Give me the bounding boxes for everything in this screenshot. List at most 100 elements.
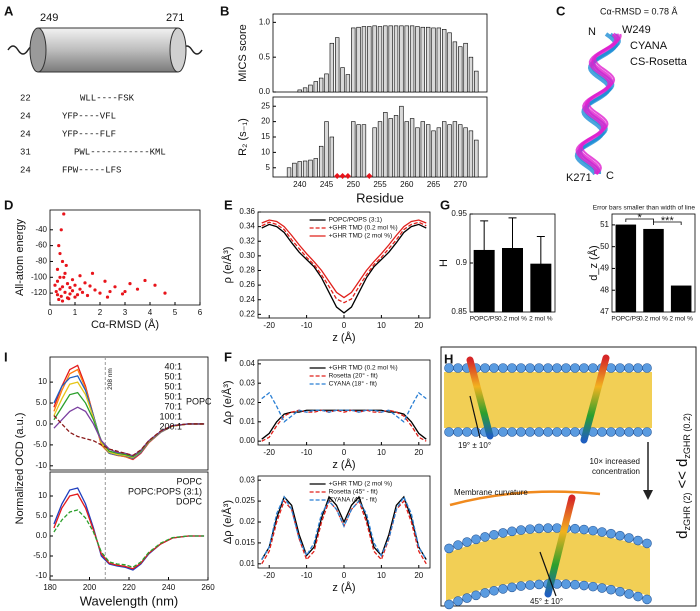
- data-line: [261, 223, 427, 314]
- lipid-head: [588, 363, 598, 373]
- lipid-head: [570, 363, 580, 373]
- legend-label: 50:1: [164, 381, 182, 391]
- legend-label: 50:1: [164, 391, 182, 401]
- curvature-label: Membrane curvature: [454, 488, 528, 497]
- lipid-head: [534, 523, 544, 534]
- point: [55, 279, 60, 283]
- bar: [425, 26, 431, 93]
- x-tick-label: 245: [320, 180, 334, 189]
- helix: [466, 356, 494, 440]
- x-tick-label: 10: [377, 571, 386, 580]
- lipid-head: [597, 427, 607, 437]
- lipid-head: [453, 540, 463, 550]
- x-tick-label: -10: [301, 448, 313, 457]
- bar: [318, 145, 324, 178]
- bar: [474, 70, 479, 93]
- point: [75, 293, 80, 297]
- relation: dzGHR (2)<<dzGHR (0.2): [674, 413, 692, 539]
- legend-label: Rosetta (20° - fit): [329, 372, 378, 380]
- row-sequence: PWL-----------KML: [74, 147, 166, 157]
- bar: [399, 105, 404, 178]
- relation-part: <<: [674, 471, 691, 489]
- point: [78, 274, 82, 278]
- point: [73, 283, 77, 287]
- panel-label: I: [4, 349, 8, 364]
- x-tick-label: 2: [98, 308, 103, 317]
- lipid-head: [543, 427, 553, 437]
- bar: [670, 285, 692, 313]
- y-tick-label: 0.0: [36, 419, 48, 428]
- arrow-label: concentration: [592, 467, 640, 476]
- bar: [361, 26, 367, 93]
- legend-label: POPC/POPS (3:1): [329, 217, 382, 224]
- row-sequence: YFP----FLF: [62, 129, 116, 139]
- point: [63, 290, 67, 294]
- y-tick-label: 0.03: [239, 378, 255, 387]
- y-axis-label: Δρ (e/Å³): [221, 380, 234, 424]
- bar: [463, 127, 468, 178]
- bar: [351, 121, 356, 178]
- lipid-head: [570, 427, 580, 437]
- point: [98, 291, 102, 295]
- point: [57, 244, 61, 248]
- legend-label: CYANA (45° - fit): [329, 496, 377, 504]
- bar: [388, 25, 393, 93]
- y-tick-label: 0.0: [259, 87, 271, 96]
- bar: [615, 224, 637, 313]
- bar: [313, 81, 318, 93]
- bar: [297, 89, 302, 93]
- end-residue: 271: [166, 12, 184, 24]
- x-tick-label: 270: [454, 180, 468, 189]
- bar: [345, 74, 351, 93]
- y-tick-label: -5.0: [33, 440, 47, 449]
- y-tick-label: 5.0: [36, 398, 48, 407]
- lipid-head: [462, 427, 472, 437]
- x-tick-label: 0: [342, 448, 347, 457]
- lipid-head: [444, 427, 454, 437]
- y-tick-label: 0.01: [239, 559, 255, 568]
- y-tick-label: 0.0: [36, 531, 48, 540]
- point: [55, 267, 60, 271]
- panel-label: E: [224, 197, 233, 212]
- bar: [447, 124, 452, 178]
- point: [93, 288, 97, 292]
- bar: [372, 127, 377, 178]
- lipid-head: [534, 363, 544, 373]
- lipid-head: [543, 523, 553, 533]
- point: [105, 295, 110, 299]
- data-line: [261, 391, 427, 423]
- legend-label: DOPC: [176, 496, 203, 506]
- x-tick-label: 6: [198, 308, 203, 317]
- panel-label: H: [444, 351, 453, 366]
- y-tick-label: -5.0: [33, 551, 47, 560]
- helix: [544, 494, 576, 598]
- point: [163, 291, 167, 295]
- bar: [436, 27, 442, 93]
- data-line: [261, 495, 427, 560]
- bar: [409, 118, 415, 178]
- x-axis-label: Wavelength (nm): [80, 593, 179, 608]
- bar: [361, 124, 367, 178]
- point: [53, 283, 57, 287]
- point: [64, 263, 68, 268]
- lipid-head: [498, 584, 508, 594]
- x-tick-label: 180: [43, 583, 57, 592]
- bar: [302, 87, 308, 93]
- bar: [335, 37, 340, 93]
- lipid-head: [606, 427, 616, 437]
- lipid-head: [453, 427, 463, 437]
- lipid-head: [507, 363, 517, 373]
- bar: [329, 136, 335, 178]
- lipid-head: [552, 363, 562, 373]
- x-tick-label: 0: [342, 321, 347, 330]
- bar: [436, 127, 442, 178]
- data-line: [261, 499, 427, 565]
- y-tick-label: -100: [31, 272, 48, 281]
- bar: [643, 228, 664, 313]
- y-tick-label: -40: [35, 225, 47, 234]
- point: [103, 279, 107, 283]
- bar: [318, 77, 324, 93]
- y-tick-label: -80: [35, 257, 47, 266]
- x-tick-label: -10: [301, 571, 313, 580]
- point: [60, 285, 65, 289]
